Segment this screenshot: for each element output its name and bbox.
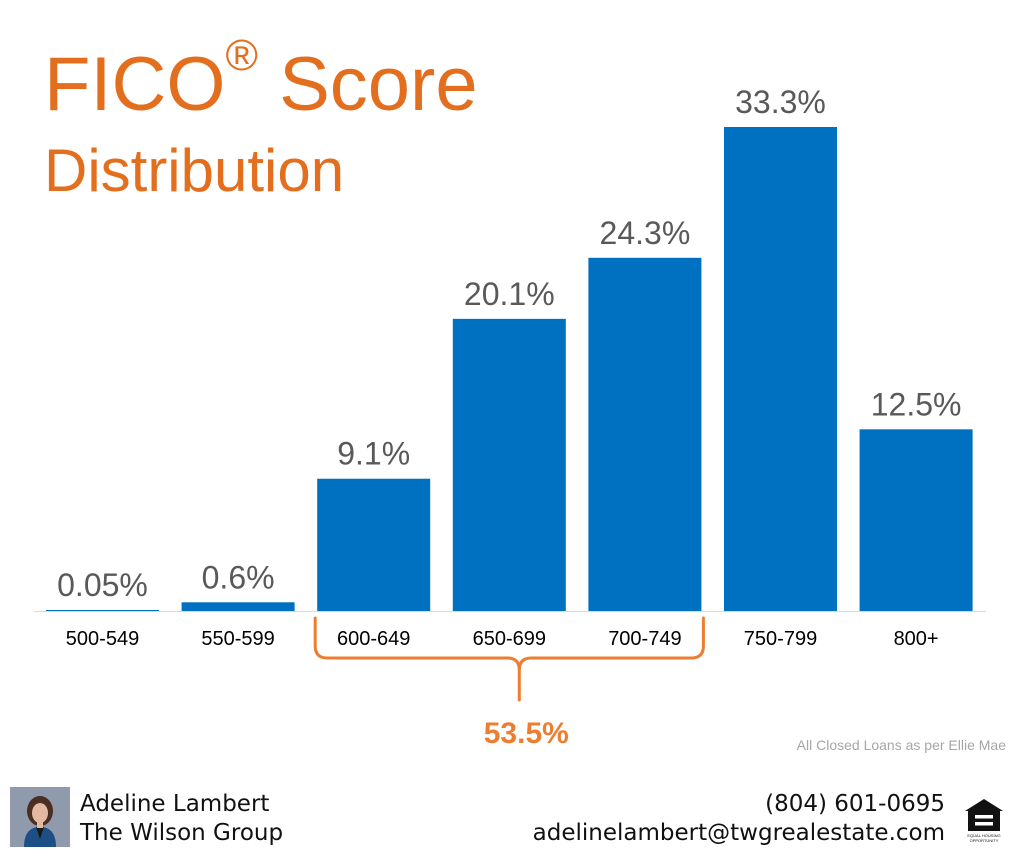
group-bracket bbox=[313, 616, 705, 702]
bar-550-599 bbox=[181, 602, 295, 611]
title-fico: FICO bbox=[44, 42, 226, 127]
value-label: 0.05% bbox=[57, 567, 148, 603]
registered-mark: ® bbox=[225, 31, 258, 80]
bar-650-699 bbox=[452, 318, 566, 611]
bar-750-799 bbox=[724, 127, 837, 611]
chart-title-line-1: FICO® Score bbox=[44, 34, 478, 130]
value-label: 9.1% bbox=[337, 436, 410, 472]
bar-600-649 bbox=[317, 478, 431, 611]
agent-info: Adeline Lambert The Wilson Group bbox=[80, 790, 283, 848]
value-label: 33.3% bbox=[735, 84, 826, 120]
bar-chart: 0.05% 500-549 0.6% 550-599 9.1% 600-649 20.1% 6… bbox=[34, 84, 986, 750]
group-total-label: 53.5% bbox=[484, 717, 569, 750]
category-label: 500-549 bbox=[66, 628, 139, 650]
source-note: All Closed Loans as per Ellie Mae bbox=[796, 737, 1006, 753]
category-label: 800+ bbox=[894, 628, 939, 650]
category-label: 750-799 bbox=[744, 628, 817, 650]
equal-housing-icon: EQUAL HOUSING OPPORTUNITY bbox=[965, 799, 1003, 843]
value-label: 20.1% bbox=[464, 276, 555, 312]
value-label: 24.3% bbox=[600, 215, 691, 251]
contact-phone[interactable]: (804) 601-0695 bbox=[765, 791, 945, 817]
agent-name: Adeline Lambert bbox=[80, 791, 270, 817]
contact-email[interactable]: adelinelambert@twgrealestate.com bbox=[532, 820, 945, 846]
category-label: 700-749 bbox=[608, 628, 681, 650]
category-label: 600-649 bbox=[337, 628, 410, 650]
value-label: 0.6% bbox=[202, 559, 275, 595]
bar-800+ bbox=[859, 429, 973, 611]
bar-700-749 bbox=[588, 257, 702, 611]
agent-photo bbox=[10, 787, 70, 847]
value-label: 12.5% bbox=[871, 386, 962, 422]
agent-photo-image bbox=[10, 787, 70, 847]
eho-text-line-2: OPPORTUNITY bbox=[970, 838, 999, 843]
bar-500-549 bbox=[46, 610, 159, 611]
category-label: 650-699 bbox=[473, 628, 546, 650]
agent-company: The Wilson Group bbox=[80, 820, 284, 846]
contact-info: (804) 601-0695 adelinelambert@twgrealest… bbox=[533, 790, 945, 848]
chart-title-line-2: Distribution bbox=[44, 137, 345, 204]
title-score: Score bbox=[257, 42, 478, 127]
category-label: 550-599 bbox=[201, 628, 274, 650]
eho-text-line-1: EQUAL HOUSING bbox=[967, 833, 1000, 838]
